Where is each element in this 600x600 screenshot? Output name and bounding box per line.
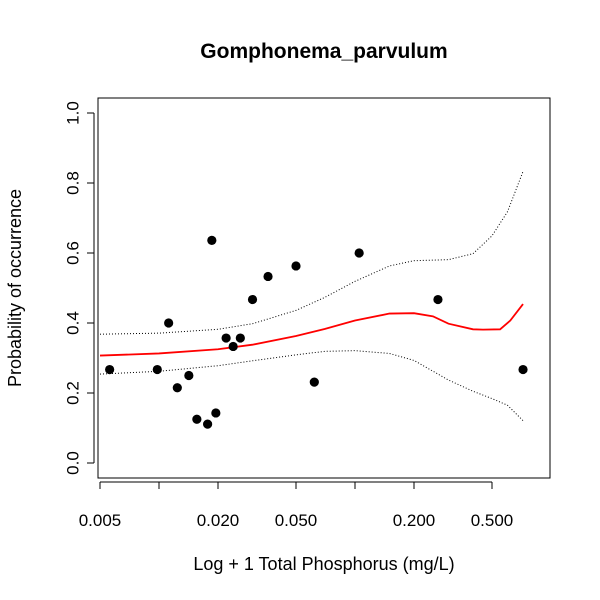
lower-ci-line [99,350,524,422]
x-tick-label: 0.050 [275,511,318,530]
data-point [164,318,174,328]
y-tick-label: 0.2 [63,381,82,405]
data-point [203,419,213,429]
data-point [184,370,194,381]
data-point [309,377,319,387]
data-point [228,341,238,352]
data-point [247,294,258,305]
y-axis: 0.0 0.2 0.4 0.6 0.8 1.0 [63,101,95,475]
data-point [152,364,162,375]
y-tick-label: 1.0 [63,101,82,125]
data-point [433,294,443,305]
y-tick-label: 0.8 [63,171,82,195]
data-point [192,414,202,424]
x-tick-label: 0.005 [79,511,122,530]
y-tick-label: 0.0 [63,451,82,475]
x-axis-label: Log + 1 Total Phosphorus (mg/L) [193,554,454,574]
data-point [207,235,217,245]
data-point [518,364,528,375]
x-tick-label: 0.020 [197,511,240,530]
x-tick-label: 0.200 [393,511,436,530]
y-tick-label: 0.4 [63,311,82,335]
data-point [105,364,115,375]
data-point [291,261,301,271]
data-point [221,333,231,343]
points-layer [105,235,528,429]
plot-frame [97,97,551,479]
data-point [235,333,245,343]
chart-title: Gomphonema_parvulum [200,40,447,63]
data-point [211,408,221,418]
x-axis: 0.005 0.020 0.050 0.200 0.500 [79,481,514,530]
y-tick-label: 0.6 [63,241,82,265]
data-point [172,383,182,393]
x-tick-label: 0.500 [471,511,514,530]
data-point [354,248,364,258]
fit-line [99,303,524,357]
y-axis-label: Probability of occurrence [5,189,25,387]
data-point [263,271,273,282]
upper-ci-line [99,171,524,335]
